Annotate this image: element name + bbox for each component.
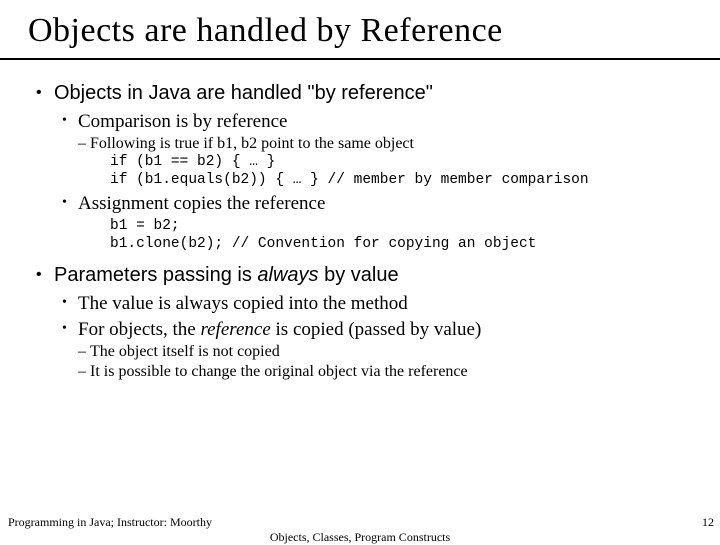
bullet-l3-following-true: Following is true if b1, b2 point to the…	[36, 135, 700, 153]
bullet-l1-parameters: Parameters passing is always by value	[36, 264, 700, 287]
code-comparison: if (b1 == b2) { … } if (b1.equals(b2)) {…	[110, 153, 700, 189]
text-span: by value	[319, 264, 399, 286]
text-span: is copied (passed by value)	[271, 319, 482, 340]
text-emphasis-always: always	[257, 264, 318, 286]
bullet-l2-value-copied: The value is always copied into the meth…	[36, 293, 700, 315]
slide-body: Objects in Java are handled "by referenc…	[0, 82, 720, 381]
title-underline	[0, 58, 720, 60]
bullet-l3-change-original: It is possible to change the original ob…	[36, 363, 700, 381]
footer-center: Objects, Classes, Program Constructs	[0, 530, 720, 545]
text-emphasis-reference: reference	[200, 319, 270, 340]
bullet-l2-comparison: Comparison is by reference	[36, 111, 700, 133]
bullet-l3-not-copied: The object itself is not copied	[36, 343, 700, 361]
footer-page-number: 12	[702, 515, 714, 530]
text-span: For objects, the	[78, 319, 200, 340]
slide-title: Objects are handled by Reference	[0, 0, 720, 58]
bullet-l2-reference-copied: For objects, the reference is copied (pa…	[36, 319, 700, 341]
text-span: Parameters passing is	[54, 264, 257, 286]
footer-left: Programming in Java; Instructor: Moorthy	[8, 515, 212, 530]
code-assignment: b1 = b2; b1.clone(b2); // Convention for…	[110, 217, 700, 253]
bullet-l2-assignment: Assignment copies the reference	[36, 193, 700, 215]
bullet-l1-objects-by-reference: Objects in Java are handled "by referenc…	[36, 82, 700, 105]
